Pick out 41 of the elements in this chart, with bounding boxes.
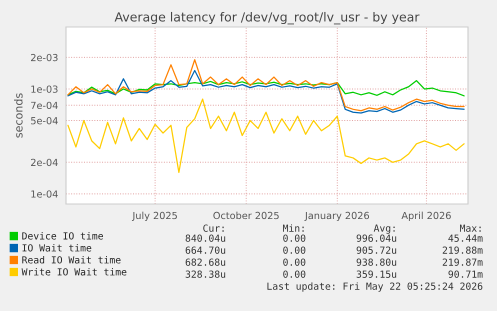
legend-label: Read IO Wait time bbox=[22, 256, 121, 264]
text: Cur: bbox=[203, 224, 224, 232]
chart-title: Average latency for /dev/vg_root/lv_usr - by year bbox=[114, 12, 420, 24]
line-series bbox=[67, 70, 465, 114]
y-tick-label: 2e-04 bbox=[31, 158, 58, 166]
x-tick-label: April 2026 bbox=[401, 212, 451, 222]
text: 219.88m bbox=[442, 246, 483, 254]
line-series bbox=[67, 80, 465, 96]
y-tick-label: 5e-04 bbox=[31, 117, 58, 124]
line-series bbox=[67, 59, 465, 112]
text: 359.15u bbox=[356, 270, 396, 278]
text: 840.04u bbox=[186, 234, 226, 242]
text: 938.80u bbox=[356, 258, 396, 266]
x-tick-label: October 2025 bbox=[213, 212, 279, 220]
y-tick-label: 7e-04 bbox=[31, 102, 58, 110]
text: 0.00 bbox=[283, 258, 306, 266]
y-axis-title: seconds bbox=[14, 93, 23, 138]
y-tick-label: 1e-04 bbox=[31, 190, 58, 198]
text: 0.00 bbox=[283, 246, 306, 254]
text: Avg: bbox=[374, 224, 395, 234]
line-series bbox=[67, 98, 465, 174]
text: 219.87m bbox=[442, 258, 483, 266]
text: Min: bbox=[282, 224, 304, 232]
text: 996.04u bbox=[356, 234, 396, 242]
text: 664.70u bbox=[186, 246, 226, 254]
y-tick-label: 1e-03 bbox=[31, 85, 58, 93]
text: 905.72u bbox=[356, 246, 396, 254]
x-tick-label: July 2025 bbox=[132, 212, 177, 222]
legend-label: Write IO Wait time bbox=[22, 268, 126, 276]
legend-label: IO Wait time bbox=[22, 244, 92, 252]
text: Max: bbox=[460, 224, 481, 232]
text: 328.38u bbox=[186, 270, 226, 278]
text: 0.00 bbox=[283, 234, 306, 242]
text: 682.68u bbox=[186, 258, 226, 266]
text: Last update: Fri May 22 05:25:24 2026 bbox=[267, 282, 482, 292]
text: 90.71m bbox=[448, 270, 483, 278]
x-tick-label: January 2026 bbox=[304, 212, 370, 222]
legend-label: Device IO time bbox=[22, 232, 103, 240]
y-tick-label: 2e-03 bbox=[31, 54, 58, 62]
text: 45.44m bbox=[448, 234, 483, 242]
text: 0.00 bbox=[283, 270, 306, 278]
